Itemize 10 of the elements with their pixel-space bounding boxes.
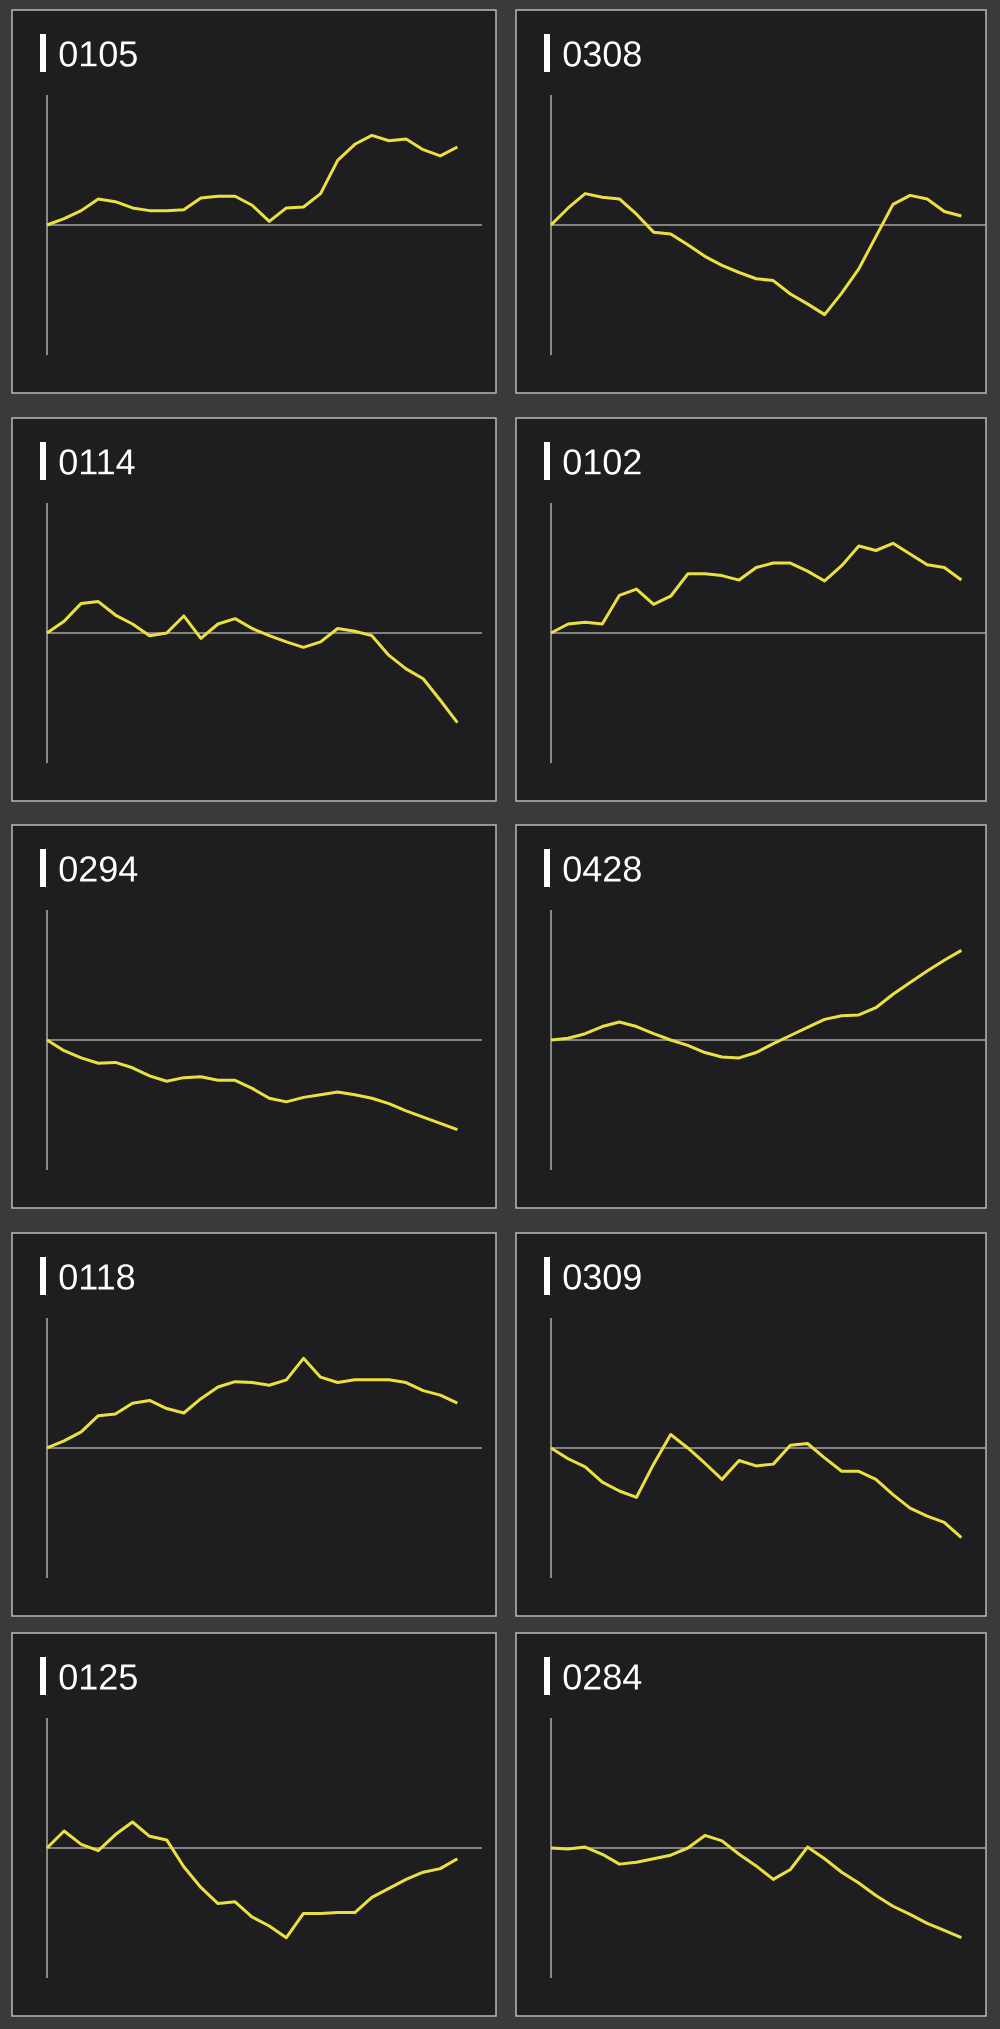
chart-title: 0308 [563,41,641,67]
chart-title: 0294 [59,856,138,882]
chart-title: 0309 [563,1264,641,1290]
chart-title: 0105 [59,41,137,67]
chart-title: 0428 [563,856,641,882]
chart-title: 0114 [59,449,135,475]
chart-title: 0284 [563,1664,642,1690]
chart-title: 0125 [59,1664,137,1690]
chart-title: 0102 [563,449,641,475]
chart-title: 0118 [59,1264,135,1290]
